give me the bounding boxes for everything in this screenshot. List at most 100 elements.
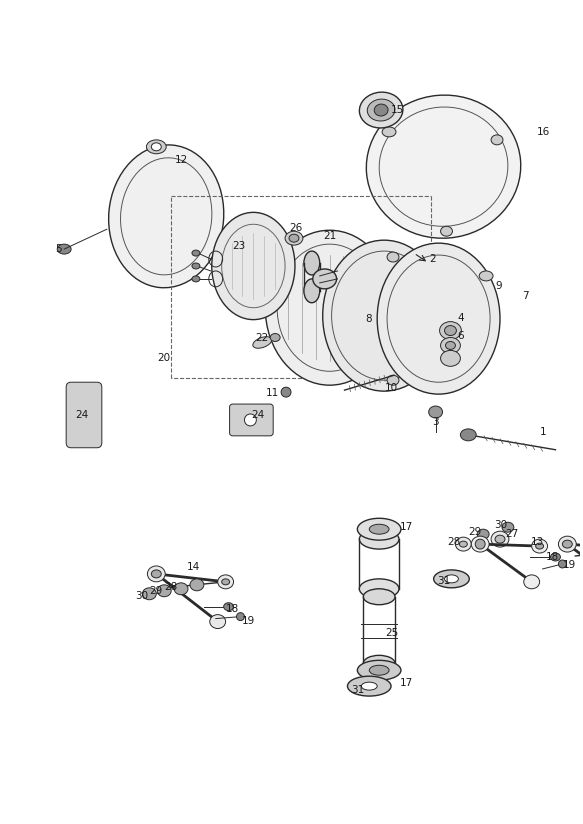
Ellipse shape xyxy=(281,387,291,397)
Ellipse shape xyxy=(441,338,461,353)
Ellipse shape xyxy=(363,655,395,672)
Ellipse shape xyxy=(57,244,71,254)
FancyBboxPatch shape xyxy=(230,404,273,436)
Ellipse shape xyxy=(429,406,442,418)
Ellipse shape xyxy=(382,127,396,137)
Text: 27: 27 xyxy=(505,529,518,539)
Ellipse shape xyxy=(192,250,200,256)
Ellipse shape xyxy=(471,536,489,552)
Text: 19: 19 xyxy=(563,560,576,570)
Text: 31: 31 xyxy=(351,685,364,695)
Ellipse shape xyxy=(387,375,399,385)
Ellipse shape xyxy=(363,589,395,605)
Text: 28: 28 xyxy=(164,582,178,592)
FancyBboxPatch shape xyxy=(66,382,102,447)
Text: 9: 9 xyxy=(496,281,503,291)
Text: 30: 30 xyxy=(494,520,508,530)
Ellipse shape xyxy=(253,337,272,349)
Text: 30: 30 xyxy=(135,591,148,601)
Ellipse shape xyxy=(217,575,234,589)
Text: 28: 28 xyxy=(447,537,460,547)
Ellipse shape xyxy=(265,230,394,385)
Ellipse shape xyxy=(347,677,391,696)
Ellipse shape xyxy=(152,143,161,151)
Text: 16: 16 xyxy=(537,127,550,137)
Ellipse shape xyxy=(222,579,230,585)
Ellipse shape xyxy=(359,529,399,549)
Ellipse shape xyxy=(108,145,224,288)
Text: 13: 13 xyxy=(531,537,545,547)
Text: 22: 22 xyxy=(256,334,269,344)
Ellipse shape xyxy=(444,575,458,583)
Ellipse shape xyxy=(304,251,319,275)
Ellipse shape xyxy=(441,227,452,236)
Ellipse shape xyxy=(477,529,489,539)
Text: 5: 5 xyxy=(55,244,62,254)
Ellipse shape xyxy=(289,234,299,242)
Ellipse shape xyxy=(212,213,295,320)
Ellipse shape xyxy=(524,575,540,589)
Ellipse shape xyxy=(475,539,485,549)
Ellipse shape xyxy=(441,350,461,367)
Text: 1: 1 xyxy=(540,427,547,437)
Ellipse shape xyxy=(152,570,161,578)
Ellipse shape xyxy=(157,585,171,597)
Ellipse shape xyxy=(550,553,560,561)
Ellipse shape xyxy=(445,341,455,349)
Ellipse shape xyxy=(146,140,166,154)
Text: 4: 4 xyxy=(457,312,463,323)
Ellipse shape xyxy=(559,536,576,552)
Ellipse shape xyxy=(532,539,547,553)
Ellipse shape xyxy=(387,252,399,262)
Text: 15: 15 xyxy=(391,105,403,115)
Ellipse shape xyxy=(559,560,566,568)
Ellipse shape xyxy=(361,682,377,691)
Text: 17: 17 xyxy=(401,522,413,532)
Text: 10: 10 xyxy=(384,383,398,393)
Text: 26: 26 xyxy=(289,223,303,233)
Ellipse shape xyxy=(323,240,445,391)
Ellipse shape xyxy=(304,279,319,302)
Ellipse shape xyxy=(357,518,401,540)
Text: 29: 29 xyxy=(150,586,163,596)
Ellipse shape xyxy=(434,570,469,588)
Ellipse shape xyxy=(313,269,336,289)
Ellipse shape xyxy=(440,321,461,339)
Text: 24: 24 xyxy=(252,410,265,420)
Ellipse shape xyxy=(369,665,389,675)
Ellipse shape xyxy=(369,524,389,534)
Ellipse shape xyxy=(147,566,165,582)
Ellipse shape xyxy=(270,334,280,341)
Ellipse shape xyxy=(479,271,493,281)
Text: 25: 25 xyxy=(385,629,399,639)
Ellipse shape xyxy=(285,232,303,245)
Ellipse shape xyxy=(210,615,226,629)
Ellipse shape xyxy=(174,583,188,595)
Ellipse shape xyxy=(377,243,500,394)
Text: 20: 20 xyxy=(157,353,171,363)
Ellipse shape xyxy=(374,104,388,116)
Ellipse shape xyxy=(237,612,244,620)
Ellipse shape xyxy=(224,602,234,611)
Ellipse shape xyxy=(244,414,257,426)
Text: 14: 14 xyxy=(187,562,199,572)
Text: 29: 29 xyxy=(469,527,482,537)
Ellipse shape xyxy=(367,99,395,121)
Text: 23: 23 xyxy=(232,241,245,251)
Ellipse shape xyxy=(491,531,509,547)
Ellipse shape xyxy=(192,276,200,282)
Ellipse shape xyxy=(495,535,505,543)
Text: 21: 21 xyxy=(323,232,336,241)
Ellipse shape xyxy=(563,540,573,548)
Text: 19: 19 xyxy=(242,616,255,625)
Text: 18: 18 xyxy=(546,552,559,562)
Ellipse shape xyxy=(359,579,399,599)
Text: 24: 24 xyxy=(75,410,89,420)
Text: 12: 12 xyxy=(174,155,188,165)
Ellipse shape xyxy=(192,263,200,269)
Text: 11: 11 xyxy=(266,388,279,398)
Ellipse shape xyxy=(536,543,543,549)
Ellipse shape xyxy=(357,660,401,680)
Ellipse shape xyxy=(455,537,471,551)
Text: 31: 31 xyxy=(437,576,450,586)
